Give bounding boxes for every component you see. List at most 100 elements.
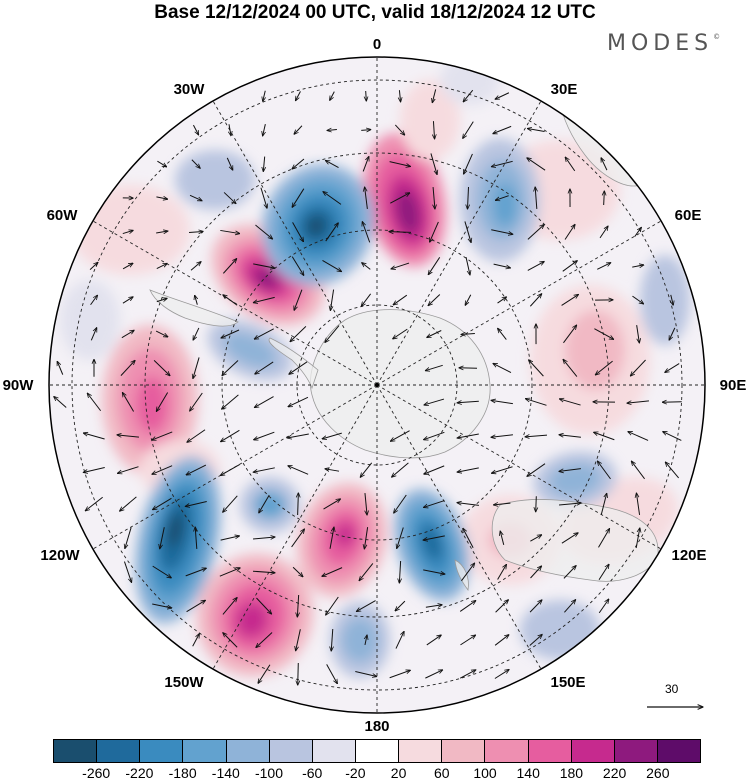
wind-vector-arrow [297,594,298,617]
wind-vector-arrow [497,297,507,304]
wind-vector-arrow [125,527,132,548]
wind-vector-arrow [600,493,606,515]
colorbar-tick-label: -180 [168,765,197,781]
anomaly-contour [60,280,120,360]
wind-vector-arrow [90,328,96,341]
wind-vector-arrow [322,567,343,577]
meridian-line [376,384,664,551]
wind-vector-arrow [152,431,173,440]
wind-vector-arrow [491,466,513,474]
colorbar-tick-label: 100 [473,765,497,781]
wind-vector-arrow [430,153,437,174]
wind-vector-arrow [361,293,372,306]
wind-vector-arrow [152,465,173,475]
wind-vector-arrow [564,600,575,613]
wind-vector-arrow [54,397,67,408]
brand-text: MODES [607,31,714,56]
wind-vector-arrow [253,467,275,472]
wind-vector-arrow [463,89,474,102]
wind-vector-arrow [229,124,231,135]
wind-vector-arrow [323,499,341,510]
wind-vector-arrow [467,186,468,209]
wind-vector-arrow [561,533,578,544]
wind-vector-arrow [326,596,339,615]
wind-vector-arrow [254,328,274,339]
wind-vector-arrow [430,221,439,242]
brand-mark: © [713,33,721,41]
colorbar-tick-label: 140 [516,765,540,781]
wind-vector-arrow [433,121,434,139]
colorbar-cell [311,740,355,762]
lon-label-150e: 150E [550,674,586,691]
wind-vector-arrow [85,496,103,511]
colorbar-cell [441,740,485,762]
colorbar-cell [54,740,97,762]
wind-vector-arrow [497,564,507,580]
wind-vector-arrow [527,129,545,132]
anomaly-contour [167,512,183,548]
wind-vector-arrow [526,399,547,406]
wind-vector-arrow [255,361,274,374]
lon-label-120w: 120W [40,547,80,564]
wind-vector-arrow [118,466,139,474]
wind-vector-arrow [457,503,479,506]
anomaly-contour [396,190,420,234]
wind-vector-arrow [390,430,410,442]
meridian-line [376,219,664,386]
wind-vector-arrow [527,225,544,240]
colorbar-tick-label: -140 [211,765,240,781]
wind-vector-arrow [190,392,203,411]
wind-vector-arrow [298,493,299,516]
anomaly-contour [493,183,517,227]
anomaly-contour [520,600,600,660]
graticule [49,57,705,713]
colorbar-cell [354,740,399,762]
wind-vector-arrow [122,393,135,412]
wind-vector-arrow [390,193,409,204]
wind-vector-arrow [156,392,169,412]
wind-vector-arrow [604,191,605,205]
anomaly-contour [421,525,443,561]
wind-vector-arrow [594,432,615,441]
wind-vector-arrow [191,159,200,169]
wind-vector-arrow [362,222,371,243]
wind-vector-arrow [185,568,207,577]
wind-vector-arrow [120,360,135,376]
lon-label-90e: 90E [719,377,747,394]
modes-logo: MODES© [607,31,720,56]
wind-vector-arrow [223,633,238,648]
wind-vector-arrow [563,566,576,579]
wind-vector-arrow [627,400,649,403]
lon-label-180: 180 [364,718,390,735]
wind-vector-arrow [601,158,608,171]
wind-vector-arrow [457,433,479,438]
wind-vector-arrow [256,597,271,614]
wind-vector-arrow [393,328,408,339]
wind-vector-arrow [122,230,133,235]
lon-label-0: 0 [372,36,382,53]
wind-vector-arrow [393,294,408,305]
wind-vector-arrow [564,224,575,240]
wind-vector-arrow [291,256,304,276]
wind-vector-arrow [598,564,609,580]
wind-vector-arrow [463,121,474,139]
colorbar-cell [398,740,442,762]
lon-label-30w: 30W [173,81,205,98]
wind-vector-arrow [193,327,200,340]
colorbar-ticks: -260 -220 -180 -140 -100 -60 -20 20 60 100 140 180 2… [53,765,701,781]
wind-vector-arrow [195,527,197,550]
wind-vector-arrow [563,359,578,377]
wind-vector-arrow [423,569,445,574]
wind-vector-arrow [562,261,578,272]
wind-vector-arrow [153,359,170,375]
wind-vector-arrow [395,600,406,611]
wind-vector-arrow [636,493,641,515]
wind-vector-arrow [465,256,470,275]
colorbar-cell [139,740,183,762]
lon-label-90w: 90W [2,377,34,394]
wind-vector-arrow [222,598,237,615]
wind-vector-arrow [630,359,646,376]
colorbar-tick-label: -260 [82,765,111,781]
wind-vector-arrow [83,433,105,440]
wind-vector-arrow [392,462,409,477]
